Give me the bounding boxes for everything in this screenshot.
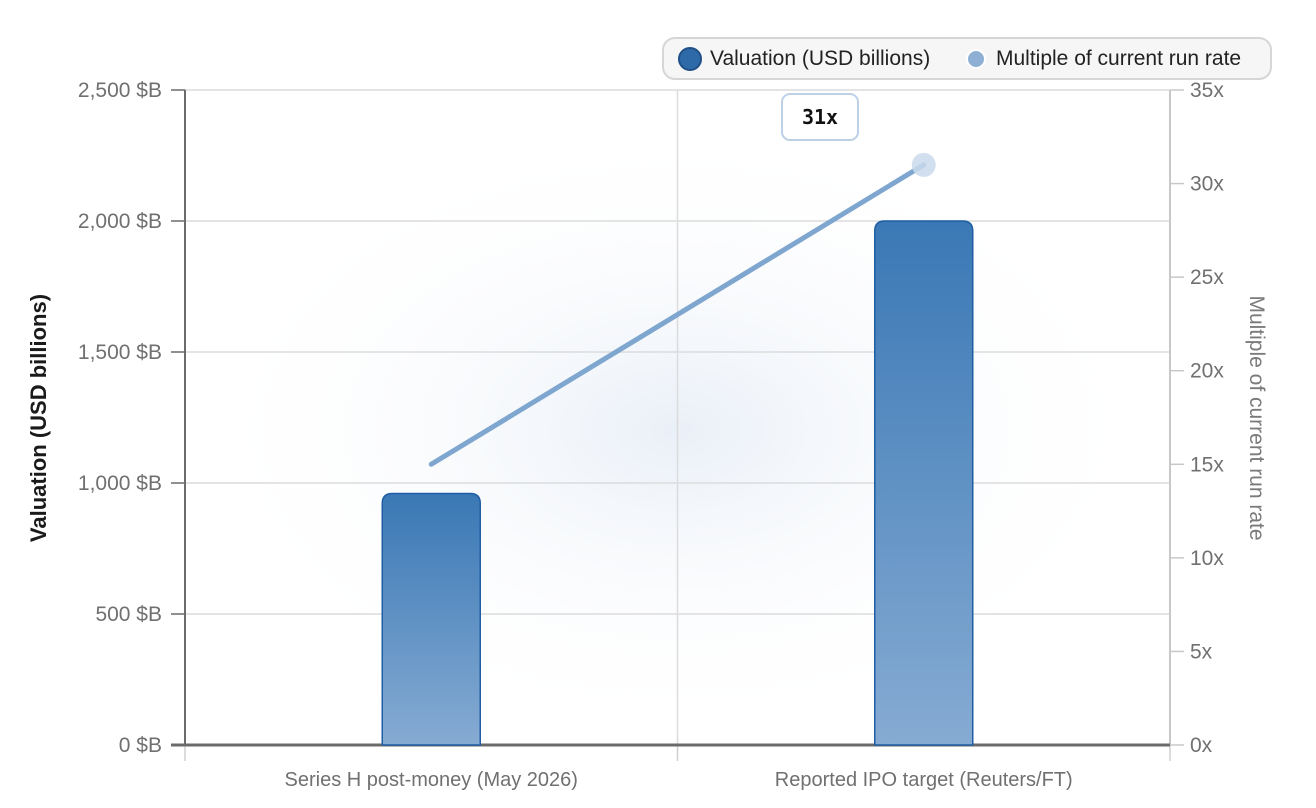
y2-axis-label: Multiple of current run rate: [1245, 295, 1268, 540]
x-tick-label: Reported IPO target (Reuters/FT): [775, 769, 1073, 791]
callout-label: 31x: [802, 105, 838, 129]
bar-valuation: [381, 492, 481, 746]
right-tick-label: 25x: [1190, 266, 1224, 289]
legend: Valuation (USD billions) Multiple of cur…: [662, 37, 1272, 80]
legend-label-multiple: Multiple of current run rate: [996, 47, 1241, 70]
right-tick-label: 15x: [1190, 453, 1224, 476]
x-tick-label: Series H post-money (May 2026): [285, 769, 578, 791]
legend-swatch-multiple: [966, 49, 986, 69]
callout-box: [781, 93, 859, 141]
left-tick-label: 2,000 $B: [78, 210, 162, 233]
tick-labels: 0 $B 500 $B 1,000 $B 1,500 $B 2,000 $B 2,500 …: [78, 79, 1224, 791]
legend-swatch-valuation: [678, 47, 702, 71]
right-tick-label: 0x: [1190, 734, 1213, 757]
right-tick-label: 30x: [1190, 173, 1224, 196]
left-tick-label: 500 $B: [95, 603, 162, 626]
line-multiple: [428, 162, 927, 467]
line-point-multiple: [911, 152, 936, 177]
left-tick-label: 2,500 $B: [78, 79, 162, 102]
right-tick-label: 20x: [1190, 360, 1224, 383]
axes: [171, 89, 1184, 761]
y-axis-label: Valuation (USD billions): [26, 294, 51, 542]
left-tick-label: 0 $B: [119, 734, 162, 757]
line-series: [428, 152, 936, 467]
gridlines: [185, 89, 1170, 745]
left-tick-label: 1,000 $B: [78, 472, 162, 495]
right-tick-label: 35x: [1190, 79, 1224, 102]
annotation-callout: 31x: [781, 93, 859, 141]
right-tick-label: 5x: [1190, 640, 1213, 663]
bar-series: [381, 220, 974, 746]
bar-valuation: [874, 220, 974, 746]
left-tick-label: 1,500 $B: [78, 341, 162, 364]
right-tick-label: 10x: [1190, 547, 1224, 570]
legend-label-valuation: Valuation (USD billions): [710, 47, 930, 70]
